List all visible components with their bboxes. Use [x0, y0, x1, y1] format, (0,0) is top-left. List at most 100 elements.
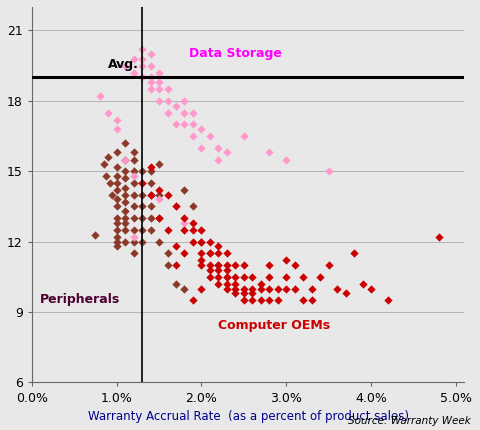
Point [138, 180, 146, 187]
Point [113, 243, 120, 250]
Point [180, 187, 188, 194]
Point [130, 227, 137, 233]
Point [325, 168, 333, 175]
Point [113, 219, 120, 226]
Point [138, 74, 146, 81]
Point [223, 250, 231, 257]
Point [189, 203, 197, 210]
Point [147, 203, 155, 210]
Point [164, 262, 171, 269]
Point [113, 227, 120, 233]
Point [359, 280, 366, 287]
Point [147, 227, 155, 233]
Point [180, 219, 188, 226]
Point [121, 215, 129, 221]
Point [113, 126, 120, 132]
Point [172, 203, 180, 210]
Point [189, 297, 197, 304]
Point [223, 266, 231, 273]
Point [215, 156, 222, 163]
Text: Data Storage: Data Storage [189, 47, 282, 60]
Point [300, 297, 307, 304]
Point [223, 262, 231, 269]
Point [206, 250, 214, 257]
Point [198, 262, 205, 269]
Point [138, 203, 146, 210]
Point [100, 161, 108, 168]
Point [130, 233, 137, 240]
Point [265, 285, 273, 292]
Point [249, 285, 256, 292]
Point [180, 121, 188, 128]
Point [308, 285, 315, 292]
Point [121, 184, 129, 191]
Point [155, 97, 163, 104]
Point [291, 262, 299, 269]
Point [138, 180, 146, 187]
Point [189, 238, 197, 245]
Point [172, 262, 180, 269]
Point [249, 297, 256, 304]
Point [265, 262, 273, 269]
Point [121, 238, 129, 245]
Point [240, 132, 248, 139]
Point [231, 262, 239, 269]
Point [189, 227, 197, 233]
Point [164, 227, 171, 233]
Point [147, 168, 155, 175]
Point [138, 168, 146, 175]
Point [198, 126, 205, 132]
Point [189, 121, 197, 128]
Point [147, 86, 155, 92]
Point [231, 273, 239, 280]
Point [240, 290, 248, 297]
Point [130, 215, 137, 221]
Point [138, 215, 146, 221]
Point [189, 219, 197, 226]
Point [103, 172, 110, 179]
Point [155, 196, 163, 203]
Point [113, 187, 120, 194]
Point [308, 297, 315, 304]
Point [121, 198, 129, 205]
Point [113, 215, 120, 221]
Point [198, 227, 205, 233]
Point [198, 285, 205, 292]
Point [104, 109, 112, 116]
Point [155, 215, 163, 221]
Point [164, 191, 171, 198]
Point [198, 257, 205, 264]
Point [113, 203, 120, 210]
Point [130, 156, 137, 163]
Point [189, 132, 197, 139]
Point [265, 273, 273, 280]
Text: Computer OEMs: Computer OEMs [218, 319, 331, 332]
Point [180, 285, 188, 292]
Point [130, 172, 137, 179]
Point [223, 273, 231, 280]
Point [130, 69, 137, 76]
Point [121, 208, 129, 215]
Point [147, 215, 155, 221]
Point [147, 191, 155, 198]
Point [113, 116, 120, 123]
Point [121, 156, 129, 163]
Point [164, 86, 171, 92]
Point [282, 285, 290, 292]
Point [231, 280, 239, 287]
Point [113, 172, 120, 179]
Point [180, 97, 188, 104]
Point [147, 180, 155, 187]
Point [257, 297, 264, 304]
Point [215, 273, 222, 280]
Point [147, 191, 155, 198]
Point [130, 149, 137, 156]
Point [215, 144, 222, 151]
Point [316, 273, 324, 280]
Point [206, 238, 214, 245]
Point [155, 191, 163, 198]
Point [121, 175, 129, 182]
Point [206, 262, 214, 269]
Point [113, 196, 120, 203]
Point [155, 69, 163, 76]
